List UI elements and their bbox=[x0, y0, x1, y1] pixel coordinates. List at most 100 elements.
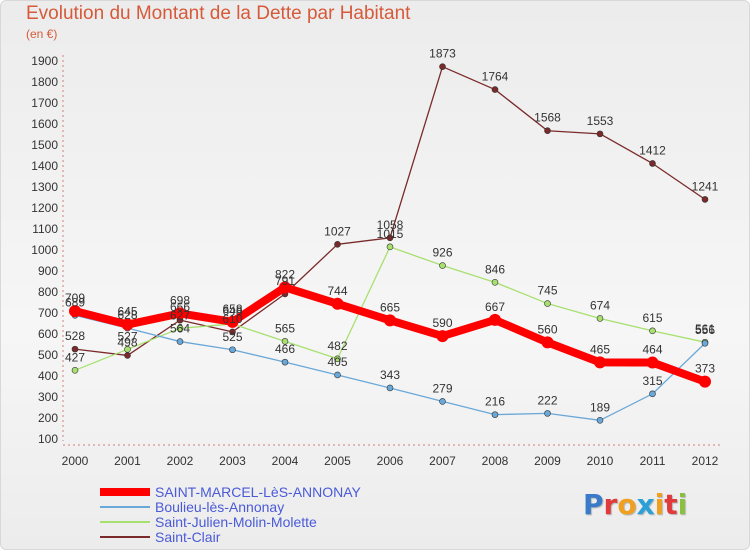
data-point bbox=[229, 328, 236, 336]
data-point bbox=[229, 346, 236, 354]
data-point bbox=[124, 346, 131, 353]
data-point bbox=[701, 339, 709, 347]
y-tick-label: 1800 bbox=[31, 75, 58, 89]
data-point bbox=[334, 355, 341, 363]
y-tick-label: 1900 bbox=[31, 54, 58, 68]
data-point bbox=[281, 358, 289, 366]
data-label: 628 bbox=[117, 308, 137, 322]
data-label: 465 bbox=[590, 342, 610, 356]
data-label: 464 bbox=[642, 343, 662, 357]
y-tick-label: 600 bbox=[38, 327, 58, 341]
y-tick-label: 1600 bbox=[31, 117, 58, 131]
data-label: 709 bbox=[65, 291, 85, 305]
data-label: 658 bbox=[222, 302, 242, 316]
data-point bbox=[491, 279, 499, 286]
data-point bbox=[281, 338, 289, 345]
x-tick-label: 2003 bbox=[219, 454, 246, 468]
data-point bbox=[701, 196, 709, 203]
data-label: 189 bbox=[590, 400, 610, 414]
unit-label: (en €) bbox=[26, 27, 58, 41]
y-tick-label: 1500 bbox=[31, 138, 58, 152]
data-label: 674 bbox=[590, 298, 610, 312]
x-tick-label: 2010 bbox=[587, 454, 614, 468]
data-label: 482 bbox=[327, 339, 347, 353]
y-tick-label: 200 bbox=[38, 411, 58, 425]
data-label: 1764 bbox=[482, 70, 509, 84]
data-point bbox=[544, 300, 551, 307]
data-point bbox=[384, 314, 396, 327]
y-tick-label: 900 bbox=[38, 264, 58, 278]
x-tick-label: 2002 bbox=[167, 454, 194, 468]
data-point bbox=[124, 352, 131, 359]
data-label: 1412 bbox=[639, 143, 666, 157]
y-tick-label: 100 bbox=[38, 432, 58, 446]
data-label: 627 bbox=[170, 308, 190, 322]
data-label: 527 bbox=[117, 329, 137, 343]
data-point bbox=[596, 315, 604, 322]
data-label: 615 bbox=[642, 311, 662, 325]
x-tick-label: 2008 bbox=[482, 454, 509, 468]
data-label: 698 bbox=[170, 293, 190, 307]
data-label: 279 bbox=[432, 381, 452, 395]
data-label: 822 bbox=[275, 267, 295, 281]
x-tick-label: 2001 bbox=[114, 454, 141, 468]
data-point bbox=[439, 398, 446, 405]
data-label: 466 bbox=[275, 342, 295, 356]
data-point bbox=[491, 86, 499, 93]
y-tick-label: 1300 bbox=[31, 180, 58, 194]
data-label: 560 bbox=[537, 322, 557, 336]
data-label: 1241 bbox=[692, 179, 719, 193]
data-point bbox=[334, 371, 341, 379]
data-point bbox=[649, 160, 656, 167]
x-tick-label: 2011 bbox=[640, 454, 666, 468]
data-point bbox=[176, 325, 184, 332]
data-label: 405 bbox=[327, 355, 347, 369]
data-label: 648 bbox=[222, 304, 242, 318]
y-tick-label: 300 bbox=[38, 390, 58, 404]
data-label: 689 bbox=[65, 295, 85, 309]
data-point bbox=[439, 63, 446, 70]
data-point bbox=[174, 307, 186, 320]
data-label: 846 bbox=[485, 262, 505, 276]
data-label: 590 bbox=[432, 316, 452, 330]
y-tick-label: 800 bbox=[38, 285, 58, 299]
data-point bbox=[71, 367, 79, 374]
data-point bbox=[386, 243, 394, 251]
data-point bbox=[594, 356, 606, 369]
data-point bbox=[226, 315, 239, 328]
data-label: 666 bbox=[170, 300, 190, 314]
data-label: 745 bbox=[537, 284, 557, 298]
y-tick-label: 1700 bbox=[31, 96, 58, 110]
data-label: 498 bbox=[117, 335, 137, 349]
data-label: 667 bbox=[485, 300, 505, 314]
legend-swatch bbox=[100, 488, 150, 496]
data-point bbox=[386, 234, 394, 242]
data-label: 315 bbox=[642, 374, 662, 388]
data-label: 222 bbox=[537, 393, 557, 407]
y-tick-label: 500 bbox=[38, 348, 58, 362]
x-tick-label: 2004 bbox=[272, 454, 299, 468]
y-tick-label: 1400 bbox=[31, 159, 58, 173]
data-label: 528 bbox=[65, 329, 85, 343]
data-label: 564 bbox=[170, 322, 190, 336]
data-point bbox=[176, 338, 184, 345]
data-label: 427 bbox=[65, 350, 85, 364]
chart-title: Evolution du Montant de la Dette par Hab… bbox=[26, 3, 411, 24]
data-label: 665 bbox=[380, 300, 400, 314]
data-label: 645 bbox=[117, 305, 137, 319]
data-point bbox=[544, 410, 551, 417]
data-label: 1015 bbox=[377, 227, 404, 241]
legend-label: Saint-Clair bbox=[155, 529, 221, 545]
data-label: 1553 bbox=[587, 114, 614, 128]
legend-label: Saint-Julien-Molin-Molette bbox=[155, 514, 317, 530]
data-label: 216 bbox=[485, 395, 505, 409]
x-tick-label: 2005 bbox=[324, 454, 351, 468]
data-label: 610 bbox=[222, 312, 242, 326]
data-point bbox=[491, 411, 499, 418]
data-point bbox=[436, 330, 449, 343]
data-label: 525 bbox=[222, 330, 242, 344]
data-label: 343 bbox=[380, 368, 400, 382]
legend-swatch bbox=[100, 521, 150, 523]
y-tick-label: 1000 bbox=[31, 243, 58, 257]
